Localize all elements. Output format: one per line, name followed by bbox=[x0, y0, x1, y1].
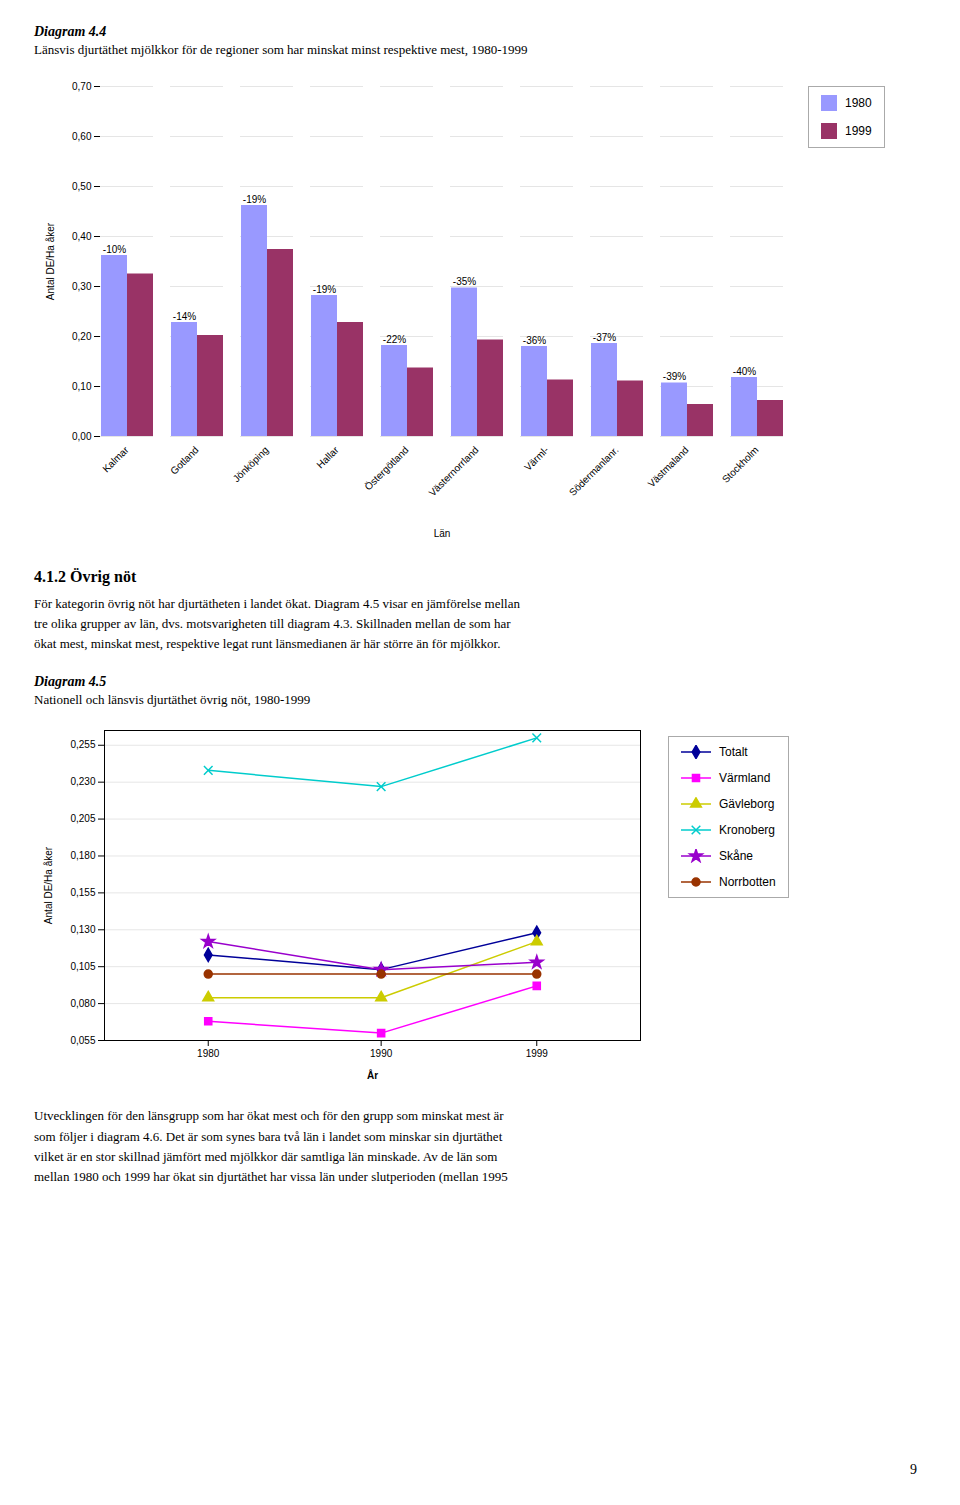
svg-text:-19%: -19% bbox=[243, 194, 266, 205]
svg-text:0,205: 0,205 bbox=[70, 814, 95, 825]
svg-text:0,40: 0,40 bbox=[72, 231, 92, 242]
svg-text:Västernorrland: Västernorrland bbox=[427, 444, 481, 498]
svg-text:Västmaland: Västmaland bbox=[646, 444, 691, 489]
svg-text:-37%: -37% bbox=[593, 332, 616, 343]
html-text:1999: 1999 bbox=[845, 124, 872, 138]
html-text:Totalt: Totalt bbox=[719, 745, 748, 760]
svg-text:Jönköping: Jönköping bbox=[231, 444, 271, 484]
svg-text:Södermanlanr.: Södermanlanr. bbox=[567, 444, 621, 498]
html-text:Värmland: Värmland bbox=[719, 771, 771, 786]
svg-text:0,30: 0,30 bbox=[72, 281, 92, 292]
html-text:Gävleborg: Gävleborg bbox=[719, 797, 775, 812]
svg-text:-35%: -35% bbox=[453, 276, 476, 287]
html-text:Nationell och länsvis djurtäth: Nationell och länsvis djurtäthet övrig n… bbox=[34, 692, 311, 708]
svg-text:-19%: -19% bbox=[313, 284, 336, 295]
svg-text:0,105: 0,105 bbox=[70, 961, 95, 972]
html-text:Norrbotten: Norrbotten bbox=[719, 875, 776, 890]
svg-text:0,180: 0,180 bbox=[70, 851, 95, 862]
svg-text:Antal DE/Ha åker: Antal DE/Ha åker bbox=[43, 847, 54, 925]
svg-text:0,255: 0,255 bbox=[70, 740, 95, 751]
html-text:Diagram 4.5: Diagram 4.5 bbox=[34, 674, 107, 690]
svg-text:0,10: 0,10 bbox=[72, 381, 92, 392]
svg-text:0,00: 0,00 bbox=[72, 431, 92, 442]
svg-text:Östergötland: Östergötland bbox=[362, 444, 410, 492]
svg-text:Gotland: Gotland bbox=[168, 444, 201, 477]
svg-text:0,230: 0,230 bbox=[70, 777, 95, 788]
svg-text:Antal DE/Ha åker: Antal DE/Ha åker bbox=[45, 222, 56, 300]
html-text:Utvecklingen för den länsgrupp: Utvecklingen för den länsgrupp som har ö… bbox=[34, 1108, 508, 1184]
html-text:För kategorin övrig nöt har dj: För kategorin övrig nöt har djurtätheten… bbox=[34, 596, 520, 652]
svg-text:År: År bbox=[367, 1069, 378, 1081]
html-text:Kronoberg: Kronoberg bbox=[719, 823, 775, 838]
svg-text:1999: 1999 bbox=[526, 1048, 549, 1059]
svg-text:0,155: 0,155 bbox=[70, 888, 95, 899]
svg-text:1990: 1990 bbox=[370, 1048, 393, 1059]
svg-text:-39%: -39% bbox=[663, 371, 686, 382]
html-text:4.1.2 Övrig nöt: 4.1.2 Övrig nöt bbox=[34, 568, 137, 585]
svg-text:-36%: -36% bbox=[523, 335, 546, 346]
svg-text:-14%: -14% bbox=[173, 311, 196, 322]
svg-text:-40%: -40% bbox=[733, 366, 756, 377]
svg-text:0,70: 0,70 bbox=[72, 81, 92, 92]
html-text:1980: 1980 bbox=[845, 96, 872, 110]
svg-text:1980: 1980 bbox=[197, 1048, 220, 1059]
html-text:Skåne: Skåne bbox=[719, 849, 753, 864]
html-text:9: 9 bbox=[910, 1462, 917, 1477]
svg-text:-10%: -10% bbox=[103, 244, 126, 255]
svg-text:Stockholm: Stockholm bbox=[720, 444, 761, 485]
html-text:Länsvis djurtäthet mjölkkor fö: Länsvis djurtäthet mjölkkor för de regio… bbox=[34, 42, 528, 57]
svg-text:Hallar: Hallar bbox=[314, 444, 341, 471]
svg-text:0,130: 0,130 bbox=[70, 924, 95, 935]
svg-text:0,080: 0,080 bbox=[70, 998, 95, 1009]
svg-text:0,50: 0,50 bbox=[72, 181, 92, 192]
svg-text:Värml-: Värml- bbox=[522, 444, 551, 473]
svg-text:0,055: 0,055 bbox=[70, 1035, 95, 1046]
svg-text:0,20: 0,20 bbox=[72, 331, 92, 342]
svg-text:-22%: -22% bbox=[383, 334, 406, 345]
svg-text:Län: Län bbox=[434, 528, 451, 539]
svg-text:0,60: 0,60 bbox=[72, 131, 92, 142]
html-text:Diagram 4.4: Diagram 4.4 bbox=[34, 24, 107, 39]
svg-text:Kalmar: Kalmar bbox=[100, 444, 131, 475]
